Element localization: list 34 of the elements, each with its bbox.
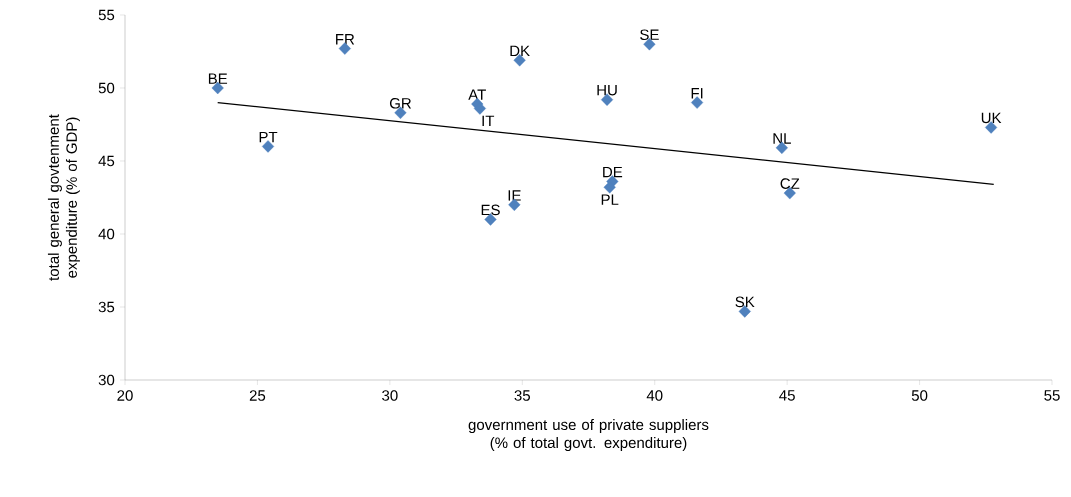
annotation: ES	[481, 204, 500, 216]
annotation: NL	[773, 133, 791, 144]
annotation: FR	[336, 34, 355, 45]
annotation: DE	[603, 166, 623, 178]
annotation: IT	[482, 115, 495, 126]
annotation: BE	[208, 73, 228, 84]
y-tick-label: 55	[98, 9, 115, 21]
annotation: DK	[510, 45, 530, 57]
x-axis-title: government use of private suppliers (% of total govt. expenditure)	[468, 419, 709, 451]
y-tick-label: 50	[98, 82, 115, 94]
x-tick-label: 50	[911, 390, 928, 401]
x-tick-label: 55	[1044, 390, 1060, 401]
annotation: PT	[259, 131, 278, 143]
x-tick-label: 35	[514, 390, 531, 401]
x-tick-label: 25	[249, 390, 266, 401]
annotation: GR	[389, 98, 412, 109]
annotation: HU	[597, 85, 617, 96]
annotation: CZ	[780, 178, 800, 189]
annotation: SK	[735, 296, 755, 308]
annotation: FI	[691, 88, 703, 99]
y-axis-title: total general govtenment expenditure (% of GDP)	[47, 114, 80, 281]
y-tick-label: 35	[98, 301, 115, 313]
annotation: AT	[468, 89, 486, 100]
x-tick-label: 40	[646, 390, 663, 401]
y-tick-label: 40	[98, 228, 115, 240]
annotation: PL	[601, 194, 619, 205]
x-tick-label: 45	[779, 390, 795, 401]
annotation: UK	[981, 112, 1002, 124]
x-tick-label: 20	[117, 390, 133, 401]
y-tick-label: 45	[98, 155, 115, 167]
x-tick-label: 30	[382, 390, 398, 401]
annotation: IE	[508, 190, 521, 201]
y-tick-label: 30	[98, 374, 115, 386]
annotation: SE	[640, 29, 659, 40]
